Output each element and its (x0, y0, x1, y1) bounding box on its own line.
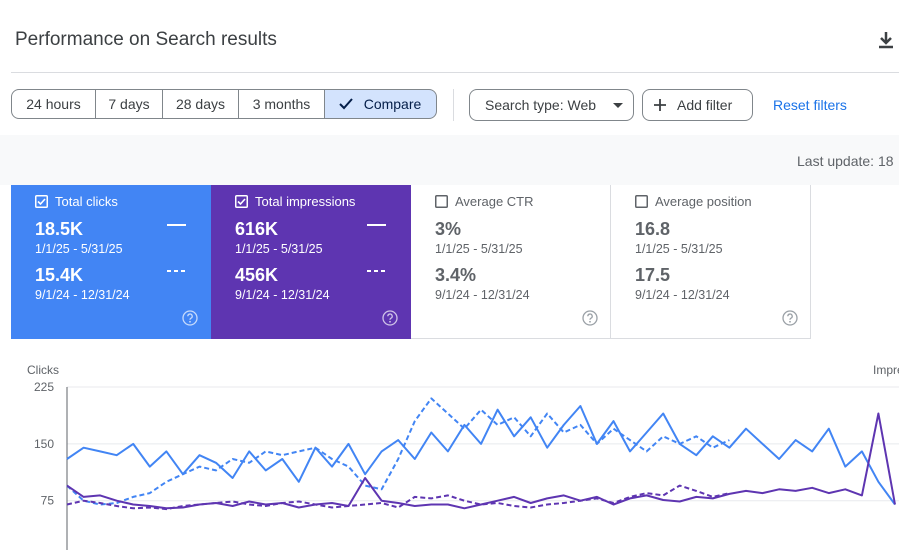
checkbox-checked (235, 195, 248, 208)
dashed-line-icon (167, 270, 186, 272)
chart: Clicks Impre 75 150 225 (27, 363, 899, 550)
y-tick-label: 150 (34, 437, 54, 451)
metric-range-current: 1/1/25 - 5/31/25 (235, 242, 323, 256)
metric-value-current: 3% (435, 219, 462, 239)
dashed-line-icon (367, 270, 386, 272)
metric-value-previous: 3.4% (435, 265, 477, 285)
series-line (66, 405, 896, 506)
check-icon (339, 98, 353, 110)
metric-label: Average position (655, 194, 752, 209)
divider (453, 89, 454, 121)
help-icon (182, 310, 198, 326)
metric-value-previous: 15.4K (35, 265, 84, 285)
range-button[interactable]: 7 days (95, 89, 163, 119)
metric-range-previous: 9/1/24 - 12/31/24 (35, 288, 130, 302)
compare-button[interactable]: Compare (324, 89, 437, 119)
search-type-label: Search type: Web (485, 97, 597, 113)
help-icon (382, 310, 398, 326)
metric-label: Total clicks (55, 194, 118, 209)
y-tick-label: 75 (41, 494, 55, 508)
metric-card[interactable]: Average position 16.8 1/1/25 - 5/31/25 17.5… (611, 185, 811, 339)
y-axis-label: Clicks (27, 363, 59, 377)
range-button[interactable]: 28 days (162, 89, 239, 119)
last-update: Last update: 18 (797, 153, 894, 169)
metric-label: Average CTR (455, 194, 534, 209)
page-title: Performance on Search results (15, 29, 277, 50)
range-button[interactable]: 24 hours (11, 89, 96, 119)
plus-icon (654, 99, 666, 111)
metric-card[interactable]: Total clicks 18.5K 1/1/25 - 5/31/25 15.4K 9/… (11, 185, 211, 339)
solid-line-icon (367, 224, 386, 226)
help-icon (582, 310, 598, 326)
range-button[interactable]: 3 months (238, 89, 325, 119)
y2-axis-label: Impre (873, 363, 899, 377)
dropdown-arrow (613, 103, 623, 108)
metric-value-previous: 17.5 (635, 265, 671, 285)
checkbox (635, 195, 648, 208)
metric-range-previous: 9/1/24 - 12/31/24 (235, 288, 330, 302)
add-filter-button[interactable]: Add filter (642, 89, 753, 121)
metric-value-current: 16.8 (635, 219, 671, 239)
series-line (66, 412, 896, 510)
metric-range-previous: 9/1/24 - 12/31/24 (435, 288, 530, 302)
divider (11, 72, 899, 73)
checkbox (435, 195, 448, 208)
metric-card[interactable]: Total impressions 616K 1/1/25 - 5/31/25 456… (211, 185, 411, 339)
reset-filters-link[interactable]: Reset filters (773, 97, 847, 113)
metric-range-previous: 9/1/24 - 12/31/24 (635, 288, 730, 302)
y-tick-label: 225 (34, 380, 54, 394)
checkbox-checked (35, 195, 48, 208)
series-line (66, 397, 730, 506)
metric-value-current: 18.5K (35, 219, 84, 239)
metric-label: Total impressions (255, 194, 356, 209)
status-bar (0, 135, 899, 185)
metric-card[interactable]: Average CTR 3% 1/1/25 - 5/31/25 3.4% 9/1/24 … (411, 185, 611, 339)
download-icon[interactable] (876, 30, 896, 50)
metric-range-current: 1/1/25 - 5/31/25 (435, 242, 523, 256)
metric-value-previous: 456K (235, 265, 279, 285)
metric-value-current: 616K (235, 219, 279, 239)
add-filter-label: Add filter (677, 97, 733, 113)
series-line (66, 484, 730, 511)
solid-line-icon (167, 224, 186, 226)
help-icon (782, 310, 798, 326)
metric-range-current: 1/1/25 - 5/31/25 (635, 242, 723, 256)
compare-label: Compare (363, 96, 422, 112)
search-type-button[interactable]: Search type: Web (469, 89, 634, 121)
metric-range-current: 1/1/25 - 5/31/25 (35, 242, 123, 256)
